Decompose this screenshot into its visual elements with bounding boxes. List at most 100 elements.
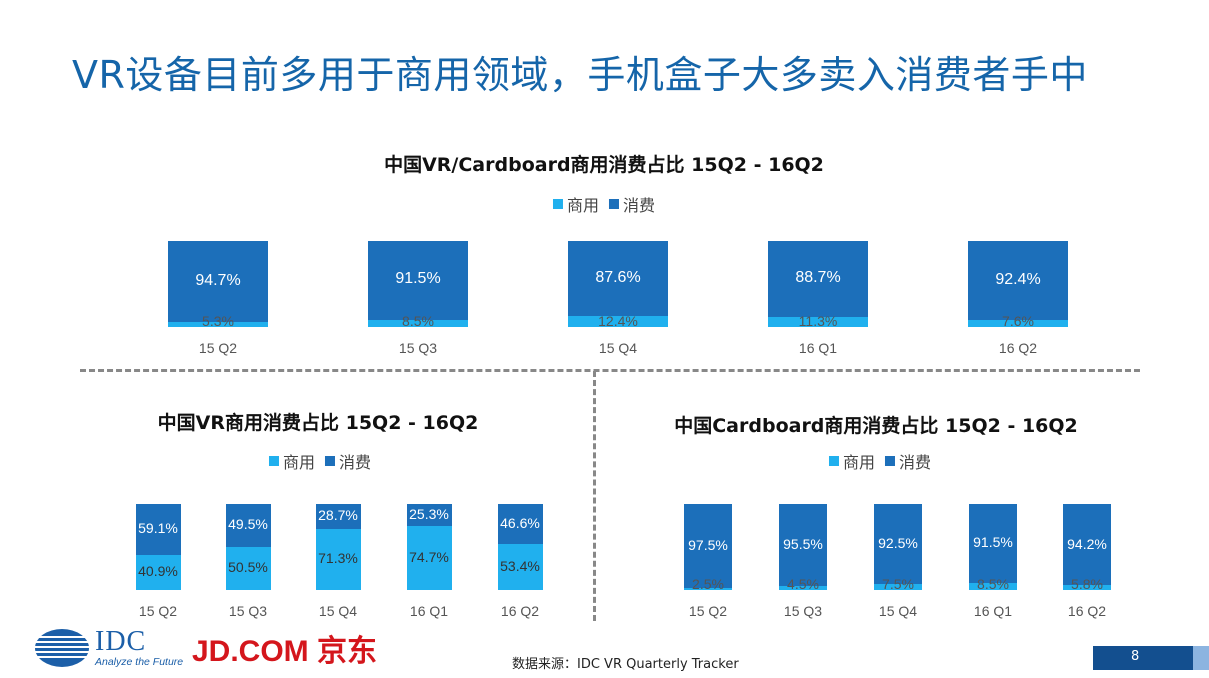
data-label-commercial: 5.3% bbox=[202, 313, 234, 329]
stacked-bar: 88.7% 11.3% bbox=[768, 241, 868, 329]
legend-item: 商用 bbox=[268, 449, 315, 473]
bar-segment-consumer bbox=[368, 241, 468, 320]
bar-segment-consumer bbox=[968, 241, 1068, 321]
bar-segment-commercial bbox=[225, 546, 271, 590]
legend-swatch-icon bbox=[552, 199, 563, 209]
data-label-commercial: 8.5% bbox=[402, 313, 434, 329]
category-label: 15 Q4 bbox=[878, 603, 918, 619]
bar-segment-commercial bbox=[168, 322, 268, 327]
bar-segment-commercial bbox=[406, 525, 452, 590]
idc-tagline: Analyze the Future bbox=[95, 656, 184, 668]
legend-item: 消费 bbox=[325, 449, 371, 473]
stacked-bar: 95.5% 4.5% bbox=[779, 504, 827, 592]
data-label-commercial: 71.3% bbox=[318, 550, 358, 567]
stacked-bar: 92.4% 7.6% bbox=[968, 241, 1068, 329]
legend-item: 商用 bbox=[828, 449, 875, 473]
stacked-bar: 25.3% 74.7% bbox=[406, 504, 452, 590]
bar-segment-commercial bbox=[969, 582, 1017, 590]
bar-segment-commercial bbox=[779, 586, 827, 590]
bar-segment-consumer bbox=[225, 504, 271, 547]
category-label: 15 Q2 bbox=[688, 603, 728, 619]
stacked-bar: 49.5% 50.5% bbox=[225, 504, 271, 590]
bar-segment-consumer bbox=[168, 241, 268, 323]
page-number: 8 bbox=[1131, 649, 1140, 664]
horizontal-divider bbox=[80, 369, 1140, 372]
chart-title-vr: 中国VR商用消费占比 15Q2 - 16Q2 bbox=[157, 412, 479, 434]
legend-label: 商用 bbox=[566, 196, 599, 215]
stacked-bar: 92.5% 7.5% bbox=[874, 504, 922, 592]
data-label-commercial: 8.5% bbox=[977, 576, 1009, 592]
stacked-bar: 94.2% 5.8% bbox=[1063, 504, 1111, 592]
stacked-bar: 97.5% 2.5% bbox=[684, 504, 732, 592]
data-label-commercial: 7.6% bbox=[1002, 313, 1034, 329]
bar-segment-consumer bbox=[568, 241, 668, 317]
bar-segment-commercial bbox=[768, 317, 868, 327]
legend-vr: 商用 消费 bbox=[268, 449, 371, 473]
data-label-consumer: 95.5% bbox=[783, 536, 823, 553]
bar-segment-commercial bbox=[315, 528, 361, 590]
bar-segment-consumer bbox=[684, 504, 732, 588]
jd-logo: JD.COM 京东 bbox=[192, 635, 378, 668]
category-label: 16 Q2 bbox=[1067, 603, 1107, 619]
legend-swatch-icon bbox=[325, 456, 335, 466]
bar-segment-consumer bbox=[315, 504, 361, 529]
bar-segment-consumer bbox=[406, 504, 452, 526]
data-label-consumer: 88.7% bbox=[795, 269, 841, 287]
bar-segment-consumer bbox=[1063, 504, 1111, 585]
legend-label: 消费 bbox=[623, 196, 656, 215]
vertical-divider bbox=[593, 371, 596, 621]
data-label-consumer: 25.3% bbox=[409, 506, 449, 522]
category-label: 15 Q4 bbox=[318, 603, 358, 619]
legend-swatch-icon bbox=[268, 456, 279, 466]
data-label-consumer: 97.5% bbox=[688, 536, 728, 553]
bar-segment-consumer bbox=[768, 241, 868, 318]
legend-item: 消费 bbox=[885, 449, 931, 473]
data-label-commercial: 12.4% bbox=[598, 313, 638, 329]
data-label-consumer: 91.5% bbox=[395, 270, 441, 288]
bar-segment-commercial bbox=[684, 587, 732, 590]
stacked-bar: 94.7% 5.3% bbox=[168, 241, 268, 329]
data-label-consumer: 91.5% bbox=[973, 534, 1013, 551]
legend-label: 消费 bbox=[899, 453, 932, 472]
category-label: 16 Q1 bbox=[409, 603, 449, 619]
data-label-commercial: 7.5% bbox=[882, 576, 914, 592]
bar-segment-consumer bbox=[969, 504, 1017, 583]
bar-segment-commercial bbox=[874, 583, 922, 590]
bar-segment-commercial bbox=[1063, 585, 1111, 590]
chart-title-cardboard: 中国Cardboard商用消费占比 15Q2 - 16Q2 bbox=[674, 415, 1078, 437]
bar-segment-commercial bbox=[968, 320, 1068, 327]
bar-segment-consumer bbox=[779, 504, 827, 587]
category-label: 15 Q3 bbox=[783, 603, 823, 619]
category-label: 15 Q3 bbox=[228, 603, 268, 619]
category-label: 15 Q4 bbox=[598, 340, 638, 356]
slide-title: VR设备目前多用于商用领域，手机盒子大多卖入消费者手中 bbox=[72, 53, 1088, 97]
data-label-consumer: 49.5% bbox=[228, 516, 268, 533]
data-label-commercial: 11.3% bbox=[798, 313, 838, 329]
data-source: 数据来源：IDC VR Quarterly Tracker bbox=[512, 657, 739, 672]
data-label-commercial: 2.5% bbox=[692, 576, 724, 592]
legend-swatch-icon bbox=[828, 456, 839, 466]
chart-title-top: 中国VR/Cardboard商用消费占比 15Q2 - 16Q2 bbox=[384, 154, 824, 176]
legend-item: 消费 bbox=[609, 192, 655, 216]
data-label-consumer: 94.7% bbox=[195, 271, 241, 289]
data-label-consumer: 59.1% bbox=[138, 520, 178, 537]
data-label-commercial: 53.4% bbox=[500, 558, 540, 575]
legend-label: 商用 bbox=[842, 453, 875, 472]
idc-logo-text: IDC bbox=[95, 626, 147, 657]
stacked-bar: 91.5% 8.5% bbox=[969, 504, 1017, 592]
bar-segment-consumer bbox=[874, 504, 922, 584]
legend-item: 商用 bbox=[552, 192, 599, 216]
legend-label: 商用 bbox=[282, 453, 315, 472]
category-label: 16 Q1 bbox=[798, 340, 838, 356]
category-label: 15 Q2 bbox=[138, 603, 178, 619]
legend-swatch-icon bbox=[885, 456, 895, 466]
bar-segment-commercial bbox=[368, 319, 468, 327]
stacked-bar: 46.6% 53.4% bbox=[497, 504, 543, 590]
data-label-commercial: 74.7% bbox=[409, 548, 449, 565]
bar-segment-commercial bbox=[135, 554, 181, 590]
data-label-commercial: 4.5% bbox=[787, 576, 819, 592]
data-label-consumer: 28.7% bbox=[318, 507, 358, 524]
stacked-bar: 91.5% 8.5% bbox=[368, 241, 468, 329]
data-label-consumer: 92.5% bbox=[878, 534, 918, 551]
idc-globe-icon bbox=[34, 629, 90, 667]
